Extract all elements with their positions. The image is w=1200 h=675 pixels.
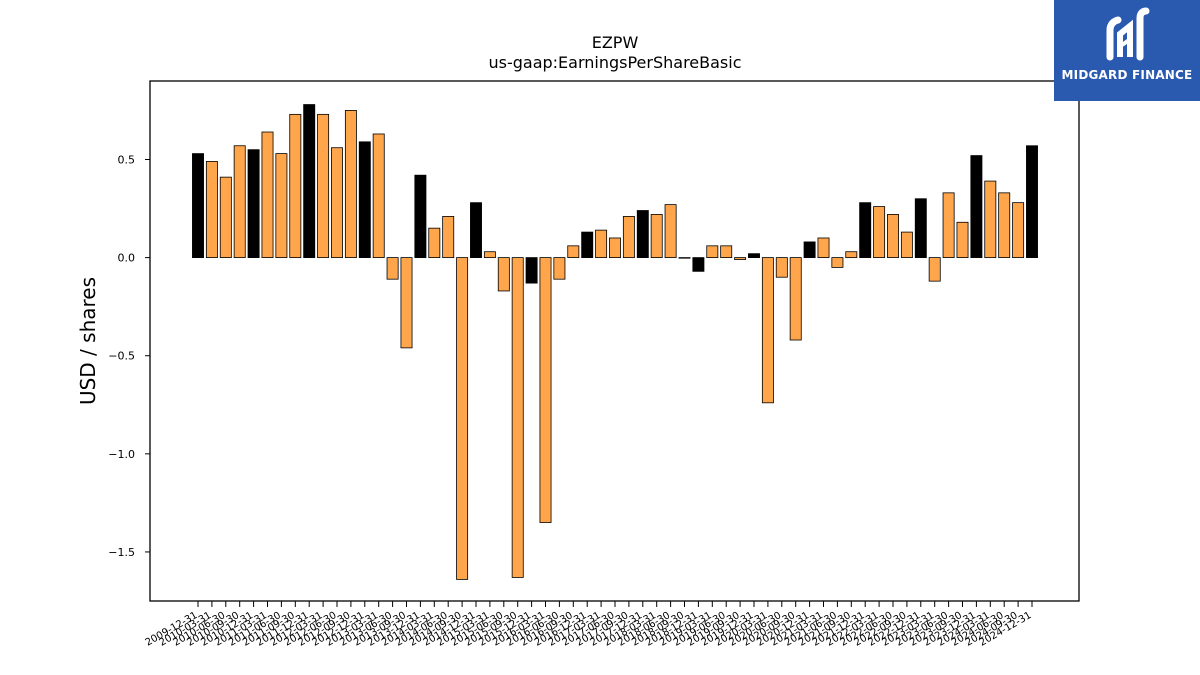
bar-2018-12-31 [692,257,705,272]
bar-2014-03-31 [428,227,441,258]
bar-2013-09-30 [400,257,413,349]
bar-2012-03-31 [317,113,330,259]
bar-2019-12-31 [748,253,760,258]
bars-group [192,104,1038,580]
bar-2014-09-30 [456,257,469,580]
bar-2011-09-30 [289,113,302,259]
bar-2016-09-30 [567,245,580,259]
bar-2018-09-30 [678,257,691,259]
bar-2017-03-31 [595,229,608,259]
bar-2021-09-30 [845,251,858,259]
bar-2016-06-30 [553,257,566,280]
y-axis: 0.5 0.0 −0.5 −1.0 −1.5 [108,153,150,559]
bar-2023-12-31 [970,155,983,259]
bar-2015-03-31 [483,251,496,259]
y-tick-label: −1.0 [108,448,135,461]
y-axis-label: USD / shares [76,277,100,405]
bar-2013-03-31 [372,133,385,258]
bar-2021-06-30 [831,257,844,268]
bar-2015-09-30 [511,257,524,578]
bar-2017-06-30 [609,237,621,258]
y-tick-label: 0.0 [118,252,136,265]
bar-2019-06-30 [720,245,733,259]
bar-2022-03-31 [873,206,886,259]
bar-2015-12-31 [525,257,538,284]
bar-2021-12-31 [859,202,872,259]
bar-2022-12-31 [914,198,927,259]
bar-2014-12-31 [470,202,482,259]
bar-2010-09-30 [233,145,246,258]
chart-subtitle: us-gaap:EarningsPerShareBasic [488,53,741,72]
y-tick-label: −1.5 [108,546,135,559]
plot-frame [149,80,1080,602]
bar-2018-06-30 [664,204,677,258]
bar-2017-12-31 [636,210,649,258]
bar-2024-03-31 [984,180,997,259]
bar-2013-06-30 [386,257,399,280]
y-tick-label: −0.5 [108,350,135,363]
bar-2011-06-30 [275,153,288,259]
bar-2011-12-31 [303,104,316,259]
midgard-logo-icon [1106,7,1150,61]
bar-2017-09-30 [622,215,635,259]
bar-2020-12-31 [803,241,816,259]
bar-2011-03-31 [261,131,274,259]
bar-2010-12-31 [247,149,260,258]
bar-2019-03-31 [706,245,719,259]
x-axis: 2009-12-312010-03-312010-06-302010-09-30… [144,601,1034,649]
bar-2019-09-30 [734,257,747,260]
brand-logo: MIDGARD FINANCE [1054,0,1200,101]
bar-2012-06-30 [331,147,343,259]
bar-2022-09-30 [900,231,913,258]
bar-2023-03-31 [928,257,941,282]
bar-2018-03-31 [650,214,663,258]
y-tick-label: 0.5 [118,153,136,166]
bar-2014-06-30 [442,215,455,259]
bar-2010-03-31 [205,161,218,258]
bar-2013-12-31 [414,174,427,259]
bar-2012-12-31 [358,141,371,258]
bar-2022-06-30 [887,214,899,258]
bar-2020-03-31 [761,257,774,404]
bar-2024-09-30 [1012,202,1025,259]
bar-2020-09-30 [789,257,802,341]
bar-2023-09-30 [956,221,969,258]
bar-2015-06-30 [497,257,510,292]
chart-title: EZPW [592,33,639,52]
logo-text: MIDGARD FINANCE [1061,68,1193,82]
bar-2012-09-30 [344,110,357,258]
bar-2020-06-30 [775,257,788,278]
bar-2024-06-30 [998,192,1011,259]
bar-2016-03-31 [539,257,552,523]
bar-2023-06-30 [942,192,955,259]
bar-2010-06-30 [219,176,232,258]
bar-2021-03-31 [817,237,830,258]
bar-2024-12-31 [1026,145,1038,258]
bar-2009-12-31 [192,153,204,259]
bar-2016-12-31 [581,231,594,258]
